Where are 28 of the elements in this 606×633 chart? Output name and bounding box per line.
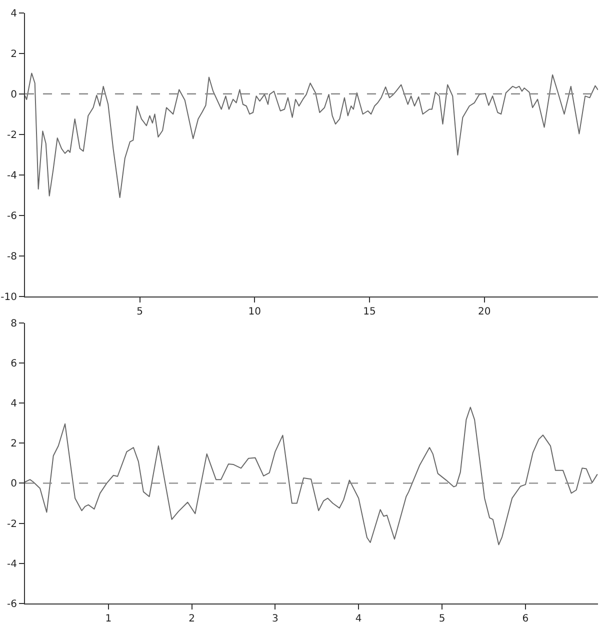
x-tick-label: 20: [478, 306, 491, 318]
y-tick-label: 6: [10, 358, 17, 370]
x-tick-label: 1: [105, 613, 112, 624]
y-tick-label: 8: [10, 318, 17, 330]
line-series: [25, 406, 598, 546]
y-tick-label: -6: [7, 598, 17, 610]
line-series: [25, 72, 598, 198]
y-tick-label: 0: [10, 478, 17, 490]
y-tick-label: -2: [7, 130, 17, 141]
x-tick-label: 3: [272, 613, 278, 624]
y-tick-label: -6: [7, 210, 17, 222]
x-tick-label: 15: [363, 306, 376, 318]
y-tick-label: 4: [10, 398, 17, 410]
x-tick-label: 6: [522, 613, 529, 624]
y-tick-label: -8: [7, 251, 17, 262]
y-tick-label: -2: [7, 518, 17, 530]
y-tick-label: 2: [10, 48, 17, 60]
x-tick-label: 10: [248, 306, 262, 318]
x-tick-label: 4: [355, 613, 362, 624]
x-tick-label: 2: [188, 613, 195, 624]
x-tick-label: 5: [438, 613, 446, 624]
y-tick-label: -10: [0, 292, 17, 303]
y-tick-label: 4: [10, 8, 17, 20]
y-tick-label: -4: [7, 170, 17, 182]
x-tick-label: 5: [136, 306, 144, 318]
y-tick-label: 2: [10, 438, 17, 450]
y-tick-label: 0: [10, 89, 17, 100]
y-tick-label: -4: [7, 558, 17, 570]
